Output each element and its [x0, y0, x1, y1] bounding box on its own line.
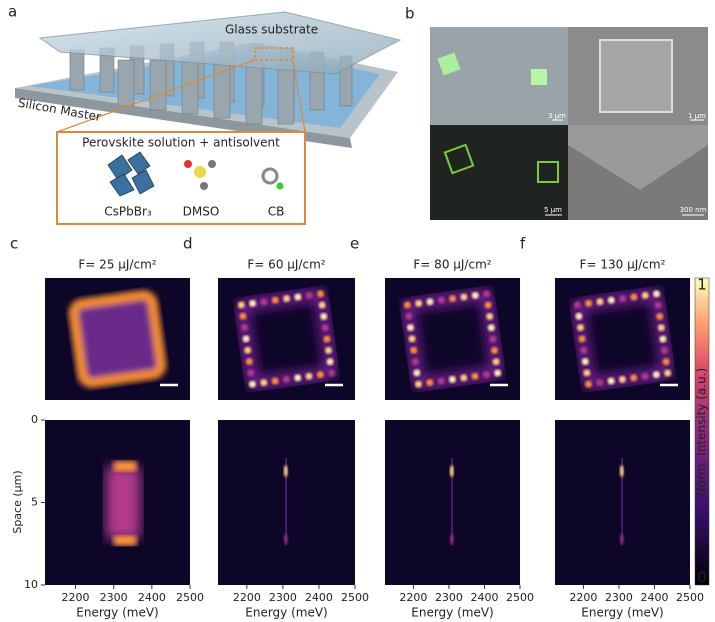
spectrum-glow: [114, 536, 137, 546]
spectrum-glow: [114, 461, 137, 471]
panel-label: c: [10, 235, 18, 253]
x-tick-label: 2300: [605, 591, 633, 604]
scale-bar-label: 5 μm: [544, 206, 562, 214]
glow: [72, 294, 162, 384]
spectrum-peak: [284, 465, 288, 477]
inset-title: Perovskite solution + antisolvent: [82, 136, 280, 150]
panel-label: b: [405, 5, 415, 23]
spectrum-peak: [284, 534, 288, 544]
y-tick-label: 10: [24, 578, 38, 591]
emission-image: [45, 278, 190, 400]
panel-label: f: [520, 235, 526, 253]
colorbar-tick: 0: [697, 569, 707, 587]
x-axis-label: Energy (meV): [245, 606, 327, 620]
spectrum-peak: [620, 534, 624, 544]
x-tick-label: 2500: [176, 591, 204, 604]
x-axis-label: Energy (meV): [581, 606, 663, 620]
fluence-title: F= 80 μJ/cm²: [413, 258, 491, 272]
spectrum-glow: [106, 466, 140, 539]
emission-image: [555, 278, 690, 400]
x-tick-label: 2400: [470, 591, 498, 604]
molecule-label: DMSO: [183, 205, 220, 219]
spectrum-image: [385, 420, 520, 585]
scale-bar-label: 300 nm: [680, 206, 707, 214]
molecule-label: CB: [268, 205, 285, 219]
spectrum-peak: [620, 465, 624, 477]
x-tick-label: 2300: [100, 591, 128, 604]
fluence-title: F= 25 μJ/cm²: [78, 258, 156, 272]
x-tick-label: 2500: [506, 591, 534, 604]
x-tick-label: 2400: [305, 591, 333, 604]
x-tick-label: 2400: [640, 591, 668, 604]
scale-bar-label: 1 μm: [688, 112, 706, 120]
figure: aGlass substrateSilicon MasterPerovskite…: [0, 0, 715, 622]
x-tick-label: 2300: [269, 591, 297, 604]
x-tick-label: 2500: [676, 591, 704, 604]
y-tick-label: 0: [31, 413, 38, 426]
spectrum-image: [218, 420, 355, 585]
spectrum-image: [45, 420, 190, 585]
fluence-title: F= 130 μJ/cm²: [580, 258, 666, 272]
y-tick-label: 5: [31, 496, 38, 509]
y-axis-label: Space (μm): [11, 470, 24, 533]
x-tick-label: 2200: [399, 591, 427, 604]
colorbar-label: Norm. Intensity (a.u.): [695, 368, 709, 496]
panel-label: d: [183, 235, 193, 253]
spectrum-peak: [450, 465, 454, 477]
x-tick-label: 2400: [138, 591, 166, 604]
panel-label: e: [350, 235, 359, 253]
x-tick-label: 2500: [341, 591, 369, 604]
molecule-label: CsPbBr₃: [104, 205, 152, 219]
spectrum-image: [555, 420, 690, 585]
spectrum-peak: [450, 534, 454, 544]
x-tick-label: 2200: [62, 591, 90, 604]
x-axis-label: Energy (meV): [76, 606, 158, 620]
emission-image: [218, 278, 355, 400]
emission-image: [385, 278, 520, 400]
x-tick-label: 2200: [569, 591, 597, 604]
colorbar-tick: 1: [697, 276, 707, 294]
glass-label: Glass substrate: [225, 23, 318, 37]
x-axis-label: Energy (meV): [411, 606, 493, 620]
x-tick-label: 2300: [435, 591, 463, 604]
panel-b-images: [430, 27, 708, 220]
panel-label: a: [8, 3, 17, 21]
scale-bar-label: 3 μm: [548, 112, 566, 120]
x-tick-label: 2200: [233, 591, 261, 604]
fluence-title: F= 60 μJ/cm²: [247, 258, 325, 272]
